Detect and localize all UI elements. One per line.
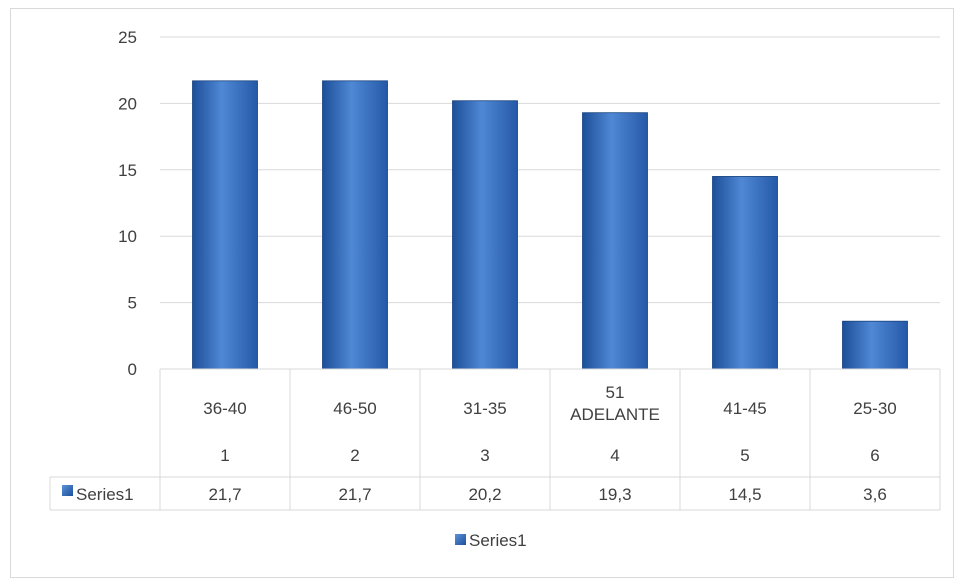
value-label: 21,7 bbox=[338, 485, 371, 504]
category-label: 25-30 bbox=[853, 399, 896, 418]
y-tick-label: 5 bbox=[128, 294, 137, 313]
category-rank: 2 bbox=[350, 446, 359, 465]
legend-swatch bbox=[455, 534, 466, 545]
category-rank: 6 bbox=[870, 446, 879, 465]
y-tick-label: 15 bbox=[118, 161, 137, 180]
table-series-swatch bbox=[62, 485, 73, 496]
value-label: 19,3 bbox=[598, 485, 631, 504]
category-label-line: 51 bbox=[606, 383, 625, 402]
y-tick-label: 25 bbox=[118, 28, 137, 47]
value-label: 14,5 bbox=[728, 485, 761, 504]
category-label: 36-40 bbox=[203, 399, 246, 418]
category-label: 46-50 bbox=[333, 399, 376, 418]
value-label: 3,6 bbox=[863, 485, 887, 504]
bar bbox=[582, 112, 648, 370]
legend-label: Series1 bbox=[469, 531, 527, 550]
legend: Series1 bbox=[455, 531, 527, 550]
table-series-name: Series1 bbox=[76, 485, 134, 504]
value-label: 20,2 bbox=[468, 485, 501, 504]
gridlines bbox=[160, 36, 940, 304]
bar bbox=[322, 80, 388, 370]
category-label: 51 ADELANTE bbox=[570, 383, 660, 424]
y-tick-label: 0 bbox=[128, 360, 137, 379]
data-table: 36-40 1 21,7 46-50 2 21,7 31-35 3 20,2 51 ADELANTE… bbox=[49, 368, 941, 511]
category-label-line: ADELANTE bbox=[570, 405, 660, 424]
y-tick-label: 10 bbox=[118, 227, 137, 246]
y-tick-label: 20 bbox=[118, 94, 137, 113]
bar bbox=[712, 176, 778, 370]
category-rank: 4 bbox=[610, 446, 619, 465]
bar bbox=[192, 80, 258, 370]
bar bbox=[842, 320, 908, 370]
value-label: 21,7 bbox=[208, 485, 241, 504]
category-rank: 5 bbox=[740, 446, 749, 465]
bars bbox=[192, 80, 908, 370]
category-rank: 1 bbox=[220, 446, 229, 465]
bar bbox=[452, 100, 518, 370]
category-label: 31-35 bbox=[463, 399, 506, 418]
category-rank: 3 bbox=[480, 446, 489, 465]
y-axis: 0 5 10 15 20 25 bbox=[118, 28, 137, 379]
category-label: 41-45 bbox=[723, 399, 766, 418]
